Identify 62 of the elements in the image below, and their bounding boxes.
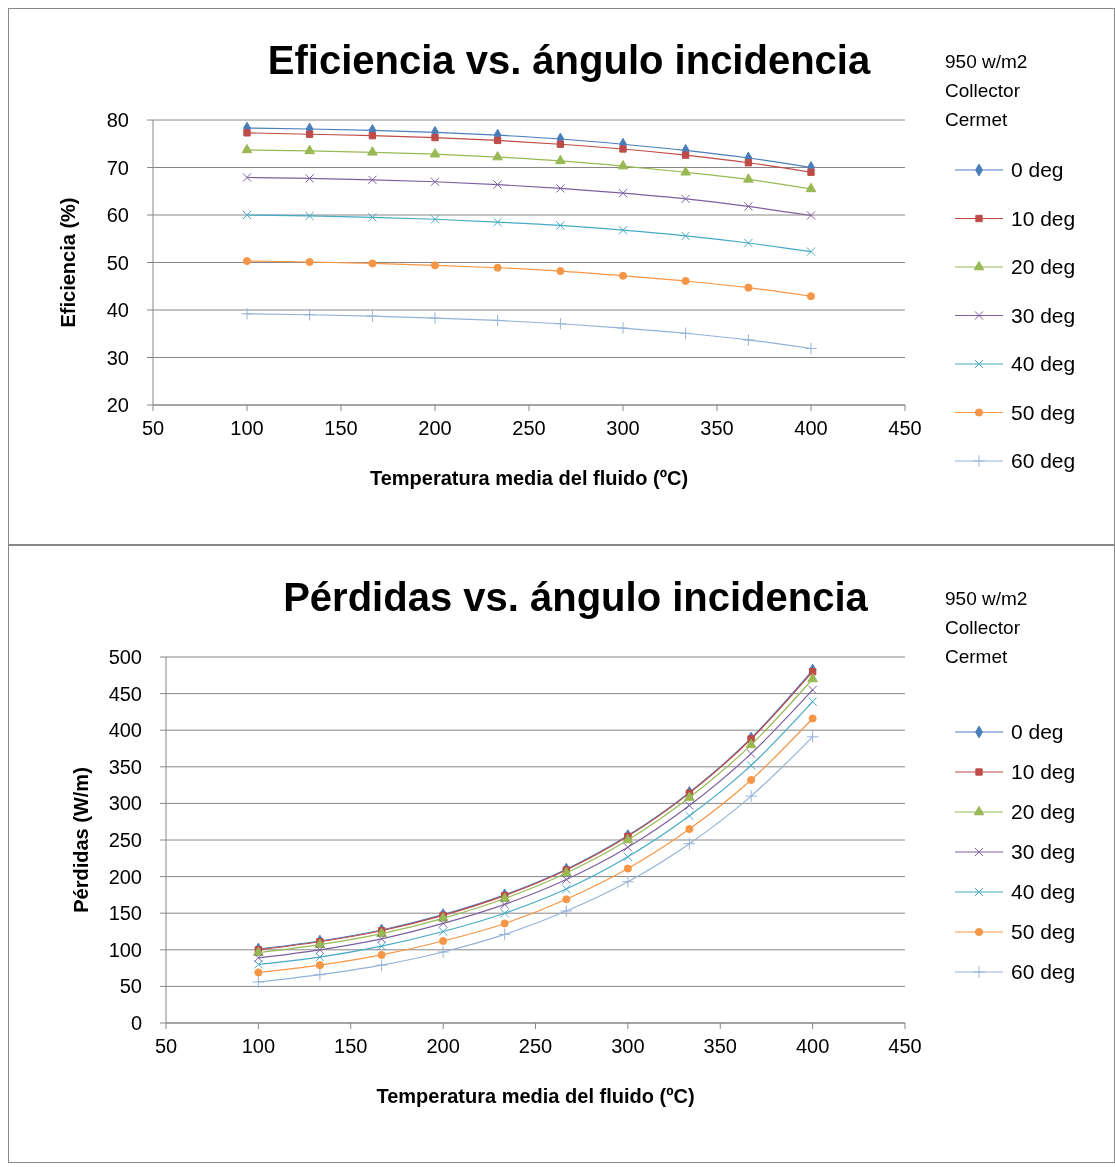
x-tick-label: 250: [518, 1035, 553, 1057]
x-tick-label: 200: [426, 1035, 460, 1057]
x-tick-label: 350: [700, 417, 734, 439]
y-tick-label: 70: [106, 156, 129, 179]
y-tick-label: 100: [108, 938, 142, 961]
chart-title: Eficiencia vs. ángulo incidencia: [267, 38, 871, 82]
y-tick-label: 60: [106, 204, 129, 226]
x-tick-label: 450: [888, 417, 922, 439]
legend-label: 40 deg: [1011, 352, 1076, 375]
text: 950 w/m2: [945, 51, 1028, 72]
legend-label: 10 deg: [1011, 206, 1076, 230]
text: Collector: [945, 617, 1021, 638]
chart-title: Pérdidas vs. ángulo incidencia: [283, 575, 869, 619]
legend-label: 60 deg: [1011, 449, 1076, 472]
y-tick-label: 300: [108, 792, 142, 815]
text: Cermet: [945, 646, 1009, 667]
legend-label: 50 deg: [1011, 400, 1076, 424]
y-tick-label: 80: [106, 109, 129, 131]
legend-label: 40 deg: [1011, 880, 1076, 903]
x-axis-title: Temperatura media del fluido (ºC): [369, 467, 689, 489]
x-tick-label: 50: [141, 417, 165, 439]
y-tick-label: 40: [106, 299, 129, 321]
legend-label: 0 deg: [1011, 158, 1064, 181]
x-tick-label: 300: [611, 1035, 645, 1057]
x-tick-label: 150: [334, 1035, 368, 1057]
y-tick-label: 450: [108, 682, 142, 705]
y-tick-label: 30: [106, 346, 129, 369]
legend-label: 10 deg: [1011, 760, 1076, 783]
x-tick-label: 200: [418, 417, 452, 439]
legend-label: 60 deg: [1011, 960, 1076, 983]
y-tick-label: 350: [108, 755, 142, 778]
x-tick-label: 400: [794, 417, 828, 439]
x-tick-label: 150: [324, 417, 358, 439]
legend-label: 20 deg: [1011, 800, 1076, 823]
y-tick-label: 50: [119, 975, 142, 998]
legend-label: 20 deg: [1011, 255, 1076, 278]
x-tick-label: 300: [606, 417, 640, 439]
text: Cermet: [945, 109, 1009, 130]
y-axis-title: Pérdidas (W/m): [70, 767, 92, 913]
legend-label: 50 deg: [1011, 920, 1076, 943]
y-tick-label: 500: [108, 646, 142, 668]
x-tick-label: 50: [154, 1035, 178, 1057]
x-tick-label: 350: [703, 1035, 737, 1057]
y-tick-label: 250: [108, 829, 142, 851]
y-tick-label: 20: [106, 394, 129, 416]
x-tick-label: 450: [888, 1035, 922, 1057]
x-axis-title: Temperatura media del fluido (ºC): [376, 1085, 695, 1107]
legend-label: 30 deg: [1011, 840, 1076, 863]
x-tick-label: 400: [795, 1035, 830, 1057]
x-tick-label: 100: [241, 1035, 276, 1057]
y-tick-label: 200: [108, 865, 142, 888]
legend-label: 30 deg: [1011, 303, 1076, 327]
x-tick-label: 250: [512, 417, 546, 439]
y-tick-label: 400: [108, 719, 142, 742]
y-tick-label: 50: [106, 251, 129, 274]
text: Collector: [945, 80, 1021, 101]
x-tick-label: 100: [230, 417, 264, 439]
y-tick-label: 150: [108, 902, 142, 925]
y-tick-label: 0: [130, 1012, 142, 1034]
text: 950 w/m2: [945, 588, 1028, 609]
legend-label: 0 deg: [1011, 720, 1064, 743]
y-axis-title: Eficiencia (%): [57, 197, 79, 328]
